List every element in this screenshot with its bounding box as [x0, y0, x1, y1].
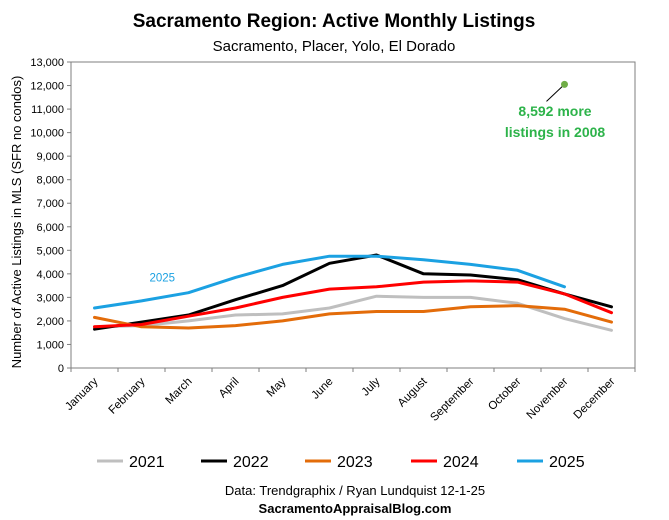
legend-label-2025: 2025 [549, 454, 585, 471]
x-tick-labels: January February March April May June July Augu… [63, 368, 636, 424]
y-tick-label: 9,000 [36, 151, 64, 163]
series-line-2023 [93, 304, 613, 330]
y-tick-label: 5,000 [36, 245, 64, 257]
series-line-2025 [93, 254, 566, 310]
chart-title: Sacramento Region: Active Monthly Listin… [133, 11, 536, 32]
y-tick-label: 4,000 [36, 269, 64, 281]
y-axis-label: Number of Active Listings in MLS (SFR no… [9, 76, 24, 369]
annotation: 8,592 more listings in 2008 [505, 80, 606, 140]
series-label-2025: 2025 [150, 272, 176, 284]
y-tick-label: 10,000 [30, 128, 64, 140]
legend-label-2023: 2023 [337, 454, 373, 471]
y-tick-labels: 0 1,000 2,000 3,000 4,000 5,000 6,000 7,000 8,00… [30, 57, 71, 375]
y-tick-label: 8,000 [36, 175, 64, 187]
x-tick-label: July [360, 375, 383, 398]
y-tick-label: 11,000 [31, 104, 64, 116]
y-tick-label: 2,000 [36, 316, 64, 328]
annotation-text-line2: listings in 2008 [505, 124, 606, 140]
y-tick-label: 13,000 [30, 57, 64, 69]
annotation-point [561, 80, 568, 88]
x-tick-label: January [63, 375, 101, 413]
y-tick-label: 7,000 [36, 198, 64, 210]
chart-subtitle: Sacramento, Placer, Yolo, El Dorado [213, 38, 456, 55]
y-tick-label: 6,000 [36, 222, 64, 234]
x-tick-label: June [310, 376, 336, 402]
x-tick-label: October [486, 376, 524, 414]
x-tick-label: August [396, 375, 430, 409]
source-note: Data: Trendgraphix / Ryan Lundquist 12-1… [225, 483, 485, 498]
site-credit: SacramentoAppraisalBlog.com [259, 501, 452, 516]
x-tick-label: November [525, 376, 571, 422]
legend-label-2022: 2022 [233, 454, 269, 471]
y-tick-label: 3,000 [36, 292, 64, 304]
series-lines [93, 253, 613, 332]
y-tick-label: 0 [58, 363, 64, 375]
y-tick-label: 1,000 [36, 339, 64, 351]
annotation-text-line1: 8,592 more [518, 103, 591, 119]
x-tick-label: April [217, 376, 242, 401]
x-tick-label: December [572, 376, 618, 422]
x-tick-label: September [428, 376, 476, 424]
series-line-2024 [93, 279, 613, 329]
x-tick-label: March [164, 376, 195, 407]
x-tick-label: February [107, 375, 148, 416]
legend: 2021 2022 2023 2024 2025 [97, 454, 585, 471]
legend-label-2024: 2024 [443, 454, 479, 471]
annotation-leader-line [546, 83, 565, 102]
legend-label-2021: 2021 [129, 454, 165, 471]
y-tick-label: 12,000 [30, 81, 64, 93]
x-tick-label: May [265, 375, 289, 399]
